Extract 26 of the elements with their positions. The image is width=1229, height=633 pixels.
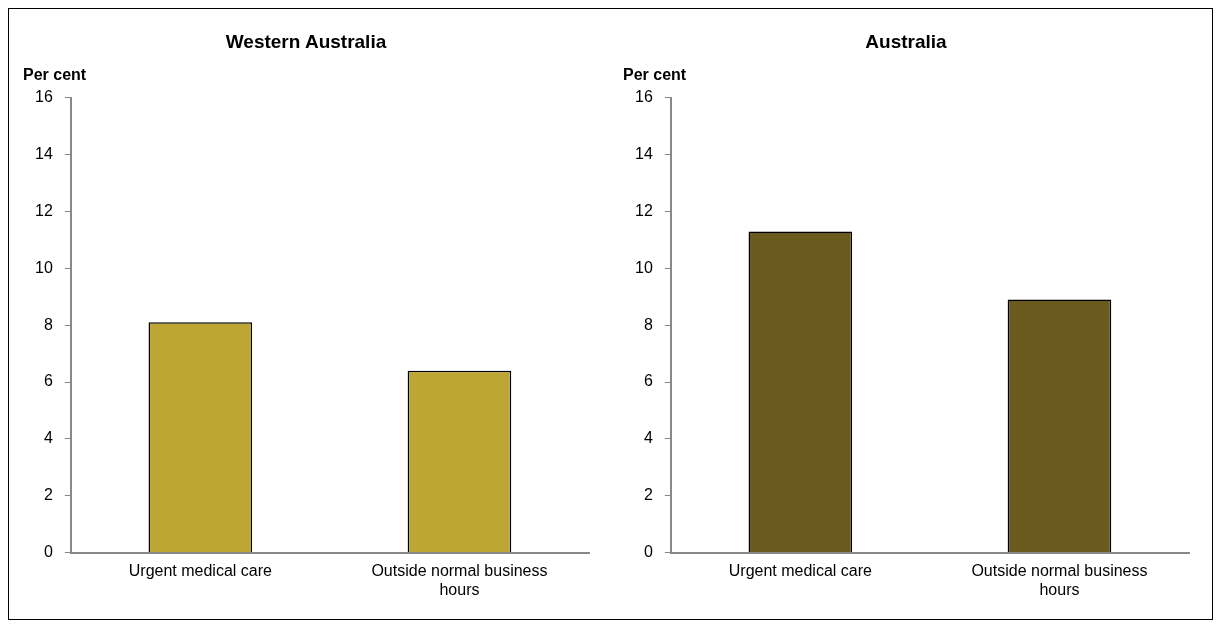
y-tick-label: 2 [43, 486, 53, 504]
y-axis-title: Per cent [23, 66, 87, 84]
x-tick-label: Urgent medical care [128, 561, 273, 579]
y-tick-label: 0 [643, 543, 653, 561]
y-tick-label: 16 [635, 88, 653, 106]
y-tick-label: 6 [43, 372, 53, 390]
x-tick-label: Outside normal business hours [971, 561, 1148, 598]
y-tick-label: 2 [643, 486, 653, 504]
y-tick-label: 12 [35, 201, 53, 219]
x-tick-label: Outside normal business hours [371, 561, 548, 598]
y-axis-title: Per cent [623, 66, 687, 84]
y-tick-label: 4 [43, 429, 53, 447]
chart-title: Australia [865, 30, 948, 52]
y-tick-label: 14 [635, 145, 653, 163]
y-tick-label: 10 [35, 258, 53, 276]
y-tick-label: 6 [643, 372, 653, 390]
y-tick-label: 8 [643, 315, 653, 333]
y-tick-label: 10 [635, 258, 653, 276]
y-tick-label: 14 [35, 145, 53, 163]
y-tick-label: 16 [35, 88, 53, 106]
y-tick-label: 12 [635, 201, 653, 219]
y-tick-label: 8 [43, 315, 53, 333]
y-tick-label: 0 [43, 543, 53, 561]
x-tick-label: Urgent medical care [728, 561, 873, 579]
y-tick-label: 4 [643, 429, 653, 447]
chart-title: Western Australia [225, 30, 387, 52]
